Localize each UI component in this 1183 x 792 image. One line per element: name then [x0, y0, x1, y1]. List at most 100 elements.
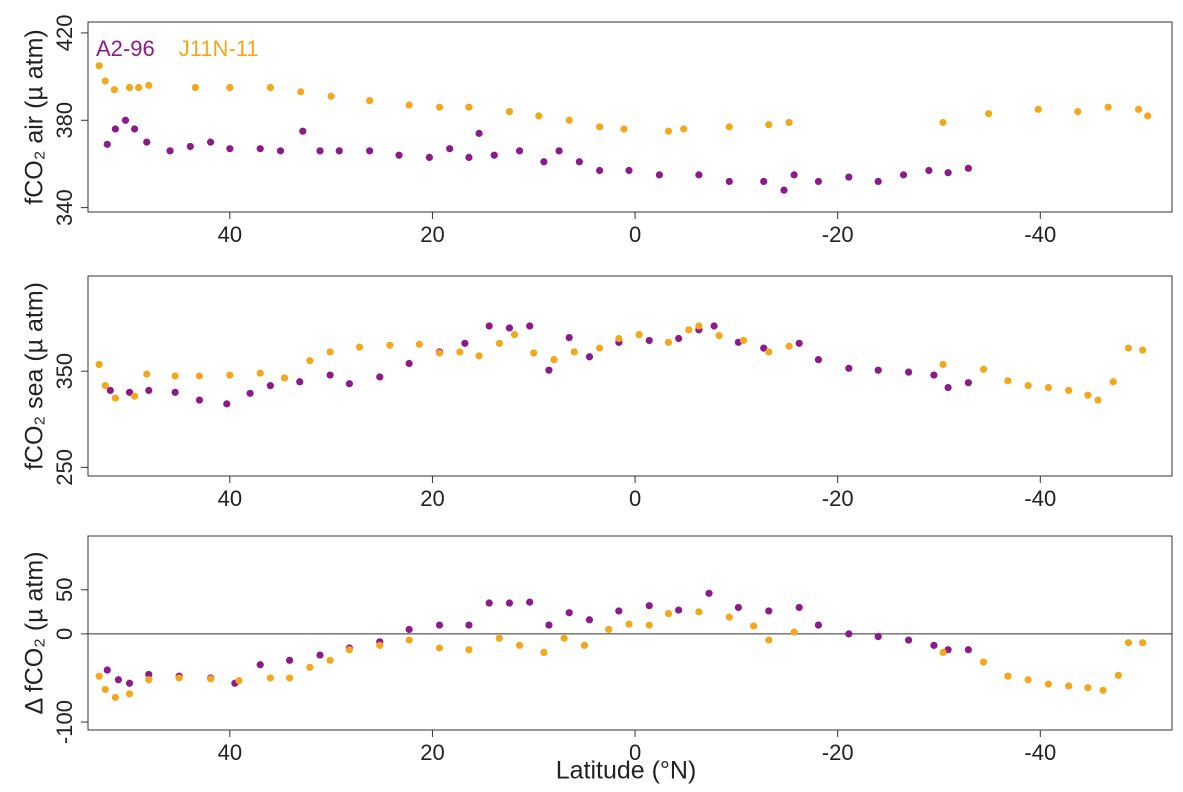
data-point [725, 123, 733, 131]
data-point [166, 147, 174, 155]
data-point [191, 83, 199, 92]
data-point [206, 675, 215, 683]
data-point [376, 641, 384, 649]
data-point [103, 140, 111, 148]
data-point [125, 690, 134, 698]
data-point [345, 380, 353, 388]
data-point [1124, 344, 1133, 352]
data-point [114, 676, 122, 684]
data-point [944, 169, 952, 177]
data-point [316, 147, 324, 155]
data-point [765, 607, 773, 615]
data-point [790, 171, 798, 179]
data-point [615, 607, 623, 615]
data-point [545, 621, 553, 629]
data-point [725, 177, 733, 186]
data-point [145, 81, 153, 89]
data-point [985, 110, 993, 118]
data-point [143, 138, 151, 146]
data-point [565, 609, 573, 617]
data-point [695, 608, 703, 616]
data-point [814, 356, 823, 364]
data-point [725, 613, 733, 621]
data-point [256, 145, 264, 153]
data-point [596, 123, 604, 131]
data-point [904, 636, 913, 644]
data-point [110, 86, 118, 94]
data-point [95, 672, 103, 680]
data-point [223, 400, 231, 408]
data-point [545, 366, 553, 374]
data-point [1114, 671, 1122, 679]
data-point [695, 322, 703, 330]
data-point [106, 386, 114, 395]
data-point [780, 186, 788, 194]
data-point [296, 378, 304, 386]
data-point [1065, 386, 1073, 395]
x-tick-label: -20 [822, 740, 854, 765]
data-point [175, 674, 183, 682]
data-point [535, 112, 543, 120]
data-point [749, 622, 758, 630]
data-point [306, 663, 314, 671]
data-point [95, 62, 103, 70]
data-point [366, 97, 374, 105]
data-point [930, 371, 938, 379]
data-point [1144, 112, 1152, 120]
data-point [785, 342, 793, 350]
data-point [734, 603, 743, 612]
data-point [405, 636, 413, 644]
data-point [710, 322, 718, 330]
data-point [280, 374, 289, 382]
data-point [235, 677, 243, 685]
y-tick-label: 0 [52, 628, 77, 640]
data-point [297, 88, 305, 96]
data-point [845, 630, 853, 638]
data-point [446, 145, 454, 153]
data-point [276, 147, 285, 155]
data-point [465, 103, 473, 111]
data-point [814, 621, 823, 629]
data-point [246, 389, 254, 397]
data-point [435, 349, 444, 357]
data-point [845, 364, 853, 372]
data-point [327, 92, 335, 100]
data-point [415, 340, 423, 348]
data-point [939, 360, 947, 369]
data-point [505, 107, 514, 116]
data-point [475, 352, 483, 360]
data-point [510, 331, 519, 339]
data-point [435, 103, 444, 111]
data-point [1124, 639, 1133, 647]
data-point [1094, 396, 1102, 404]
data-point [125, 679, 134, 687]
x-tick-label: 0 [629, 740, 641, 765]
data-point [425, 153, 434, 162]
data-point [465, 153, 473, 162]
data-point [326, 371, 334, 379]
data-point [435, 621, 444, 629]
data-point [845, 173, 853, 181]
data-point [111, 693, 119, 701]
data-point [899, 171, 908, 179]
data-point [964, 379, 972, 387]
data-point [111, 394, 119, 402]
data-point [795, 603, 803, 612]
data-point [195, 396, 204, 404]
data-point [1104, 103, 1112, 111]
data-point [596, 344, 604, 352]
data-point [1044, 680, 1053, 688]
data-point [675, 334, 683, 343]
data-point [386, 341, 394, 349]
data-point [1004, 377, 1012, 385]
data-point [143, 370, 151, 378]
x-tick-label: 40 [218, 740, 242, 765]
data-point [465, 621, 473, 629]
data-point [695, 171, 703, 179]
data-point [125, 388, 134, 396]
data-point [565, 116, 573, 124]
plot-frame [87, 535, 1173, 731]
data-point [103, 666, 111, 674]
legend-entry: A2-96 [96, 36, 155, 61]
